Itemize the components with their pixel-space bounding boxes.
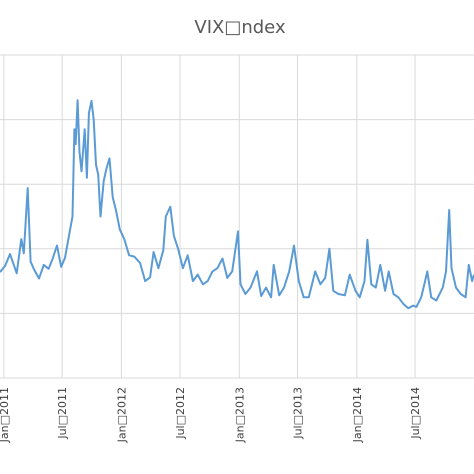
x-tick-label-2: Jan□2012 <box>115 387 128 443</box>
x-tick-label-0: Jan□2011 <box>0 387 11 443</box>
series-line-0 <box>0 99 474 310</box>
x-tick-label-7: Jul□2014 <box>409 387 422 440</box>
series-layer <box>0 99 474 310</box>
x-tick-label-5: Jul□2013 <box>292 387 305 440</box>
x-tick-label-4: Jan□2013 <box>233 387 246 443</box>
x-tick-label-6: Jan□2014 <box>351 387 364 443</box>
x-tick-label-1: Jul□2011 <box>56 387 69 440</box>
x-tick-labels: Jan□2011 Jul□2011 Jan□2012 Jul□2012 Jan□2013… <box>0 387 422 443</box>
grid-layer <box>0 54 474 379</box>
chart-title: VIX□ndex <box>194 17 286 38</box>
x-tick-label-3: Jul□2012 <box>174 387 187 440</box>
